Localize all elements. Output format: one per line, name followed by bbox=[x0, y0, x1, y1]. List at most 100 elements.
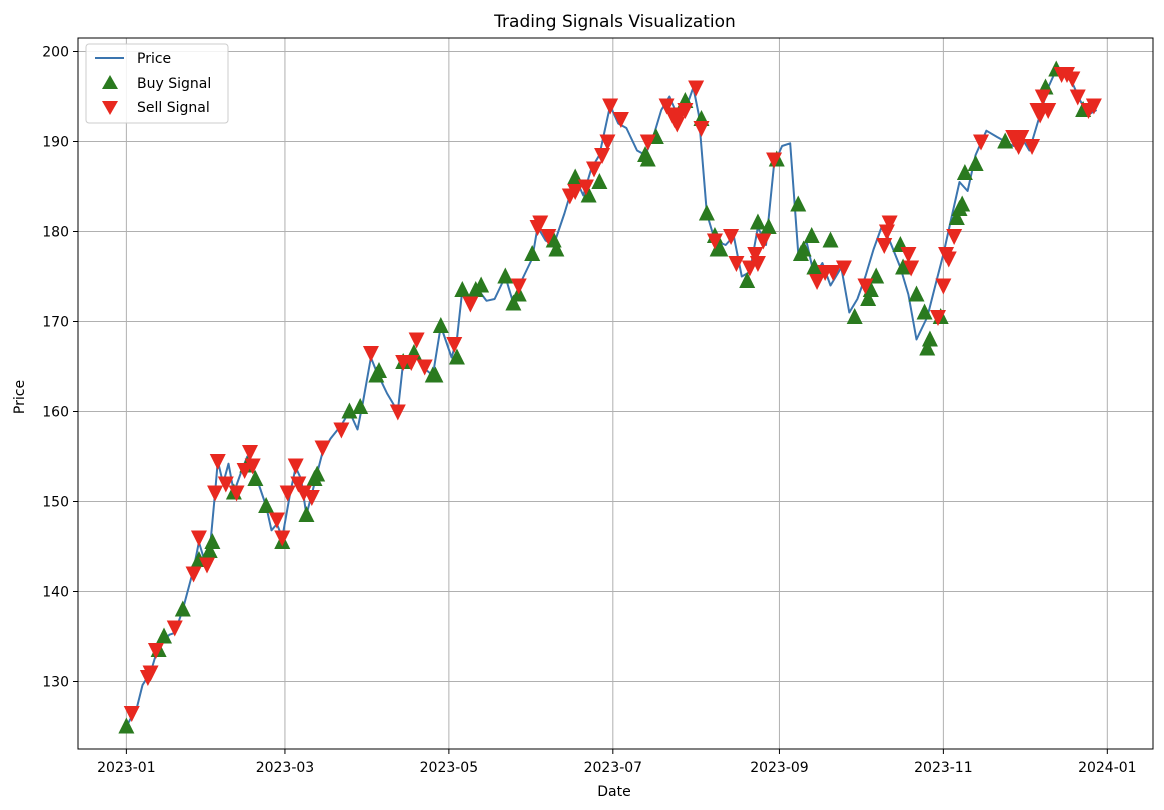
sell-signal-marker bbox=[290, 476, 307, 493]
y-tick-label: 200 bbox=[42, 45, 69, 61]
buy-signal-marker bbox=[997, 132, 1014, 149]
sell-signal-marker bbox=[940, 251, 957, 268]
y-tick-label: 130 bbox=[42, 675, 69, 691]
sell-signal-marker bbox=[303, 490, 320, 506]
sell-signal-marker bbox=[1069, 89, 1086, 106]
buy-signal-marker bbox=[921, 330, 938, 347]
buy-signal-marker bbox=[258, 497, 275, 513]
sell-signal-marker bbox=[408, 332, 425, 349]
buy-signal-marker bbox=[201, 542, 218, 558]
sell-signal-marker bbox=[268, 512, 285, 529]
sell-signal-marker bbox=[314, 440, 331, 457]
sell-signal-marker bbox=[166, 620, 183, 637]
sell-signal-marker bbox=[147, 643, 164, 659]
buy-signal-marker bbox=[712, 240, 729, 257]
sell-signal-marker bbox=[362, 346, 379, 362]
sell-signal-marker bbox=[946, 229, 963, 245]
buy-signal-marker bbox=[967, 155, 984, 171]
sell-signal-marker bbox=[532, 215, 549, 232]
sell-signal-marker bbox=[190, 530, 207, 547]
sell-signal-marker bbox=[602, 98, 619, 115]
buy-signal-marker bbox=[916, 303, 933, 320]
sell-signal-marker bbox=[333, 422, 350, 439]
grid-lines bbox=[78, 38, 1153, 749]
buy-signal-marker bbox=[956, 164, 973, 180]
buy-signal-marker bbox=[309, 465, 326, 482]
buy-signal-marker bbox=[846, 308, 863, 324]
x-tick-label: 2023-07 bbox=[584, 760, 643, 776]
buy-signal-marker bbox=[739, 272, 756, 288]
legend-box bbox=[85, 43, 229, 124]
sell-signal-marker bbox=[930, 310, 946, 326]
buy-signal-marker bbox=[860, 290, 877, 306]
sell-signal-marker bbox=[1032, 107, 1049, 124]
legend-price-label: Price bbox=[137, 51, 171, 67]
sell-signal-marker bbox=[1034, 89, 1051, 106]
sell-signal-marker bbox=[594, 148, 611, 164]
y-tick-label: 160 bbox=[42, 405, 69, 421]
sell-signal-marker bbox=[728, 256, 745, 272]
y-tick-label: 140 bbox=[42, 585, 69, 601]
sell-signal-marker bbox=[236, 463, 253, 479]
sell-signal-marker bbox=[287, 458, 304, 475]
x-tick-label: 2023-05 bbox=[420, 760, 479, 776]
sell-signal-marker bbox=[510, 278, 527, 295]
sell-signal-marker bbox=[209, 454, 226, 470]
sell-signal-marker bbox=[677, 103, 694, 119]
sell-signal-marker bbox=[389, 404, 406, 421]
axis-ticks: 2023-01 2023-03 2023-05 2023-07 2023-09 2023-… bbox=[42, 45, 1136, 777]
sell-signal-marker bbox=[274, 530, 291, 547]
sell-signal-marker bbox=[903, 260, 920, 277]
x-tick-label: 2023-09 bbox=[750, 760, 809, 776]
buy-signal-marker bbox=[473, 276, 490, 293]
buy-signal-marker bbox=[524, 245, 541, 261]
sell-signal-marker bbox=[1064, 71, 1081, 88]
sell-signal-marker bbox=[295, 485, 312, 502]
sell-signal-marker bbox=[403, 355, 420, 371]
y-tick-label: 190 bbox=[42, 135, 69, 151]
legend-buy-label: Buy Signal bbox=[137, 76, 211, 92]
buy-signal-marker bbox=[432, 317, 449, 333]
sell-signal-marker bbox=[835, 260, 852, 277]
buy-signal-marker bbox=[580, 186, 597, 203]
sell-signal-marker bbox=[825, 265, 842, 281]
y-axis-label: Price bbox=[12, 380, 28, 414]
sell-signal-marker bbox=[809, 274, 826, 290]
sell-signal-marker bbox=[142, 665, 159, 682]
sell-signal-marker bbox=[228, 485, 245, 502]
buy-signal-marker bbox=[352, 398, 369, 414]
sell-signal-marker bbox=[658, 98, 675, 115]
sell-signal-marker bbox=[1024, 139, 1041, 155]
buy-signal-marker bbox=[341, 402, 358, 419]
sell-signal-marker bbox=[639, 134, 656, 151]
buy-signal-marker bbox=[298, 506, 315, 522]
sell-signal-marker bbox=[1013, 130, 1030, 146]
sell-signal-marker bbox=[755, 233, 772, 250]
legend: Price Buy Signal Sell Signal bbox=[85, 43, 229, 124]
sell-signal-marker bbox=[462, 296, 479, 313]
sell-signal-marker bbox=[747, 247, 764, 263]
buy-signal-marker bbox=[954, 195, 971, 212]
x-tick-label: 2024-01 bbox=[1078, 760, 1137, 776]
buy-signal-marker bbox=[448, 348, 465, 365]
sell-signal-marker bbox=[749, 256, 766, 272]
buy-signal-marker bbox=[204, 533, 221, 549]
buy-signal-marker bbox=[454, 281, 471, 297]
sell-signal-marker bbox=[586, 161, 602, 178]
sell-signal-marker bbox=[1085, 98, 1102, 115]
sell-signal-marker bbox=[741, 260, 758, 277]
sell-signal-marker bbox=[567, 184, 584, 200]
buy-signal-marker bbox=[156, 627, 172, 644]
buy-signal-marker bbox=[760, 218, 777, 234]
x-tick-label: 2023-01 bbox=[97, 760, 156, 776]
sell-signal-marker bbox=[577, 179, 594, 196]
sell-signal-marker bbox=[973, 134, 989, 151]
sell-signal-marker bbox=[693, 121, 710, 137]
buy-signal-marker bbox=[639, 150, 656, 167]
sell-signal-marker bbox=[723, 229, 740, 245]
sell-signal-marker bbox=[900, 247, 917, 263]
buy-signal-marker bbox=[497, 267, 514, 284]
buy-signal-marker bbox=[174, 600, 191, 617]
sell-signal-marker bbox=[244, 458, 261, 475]
